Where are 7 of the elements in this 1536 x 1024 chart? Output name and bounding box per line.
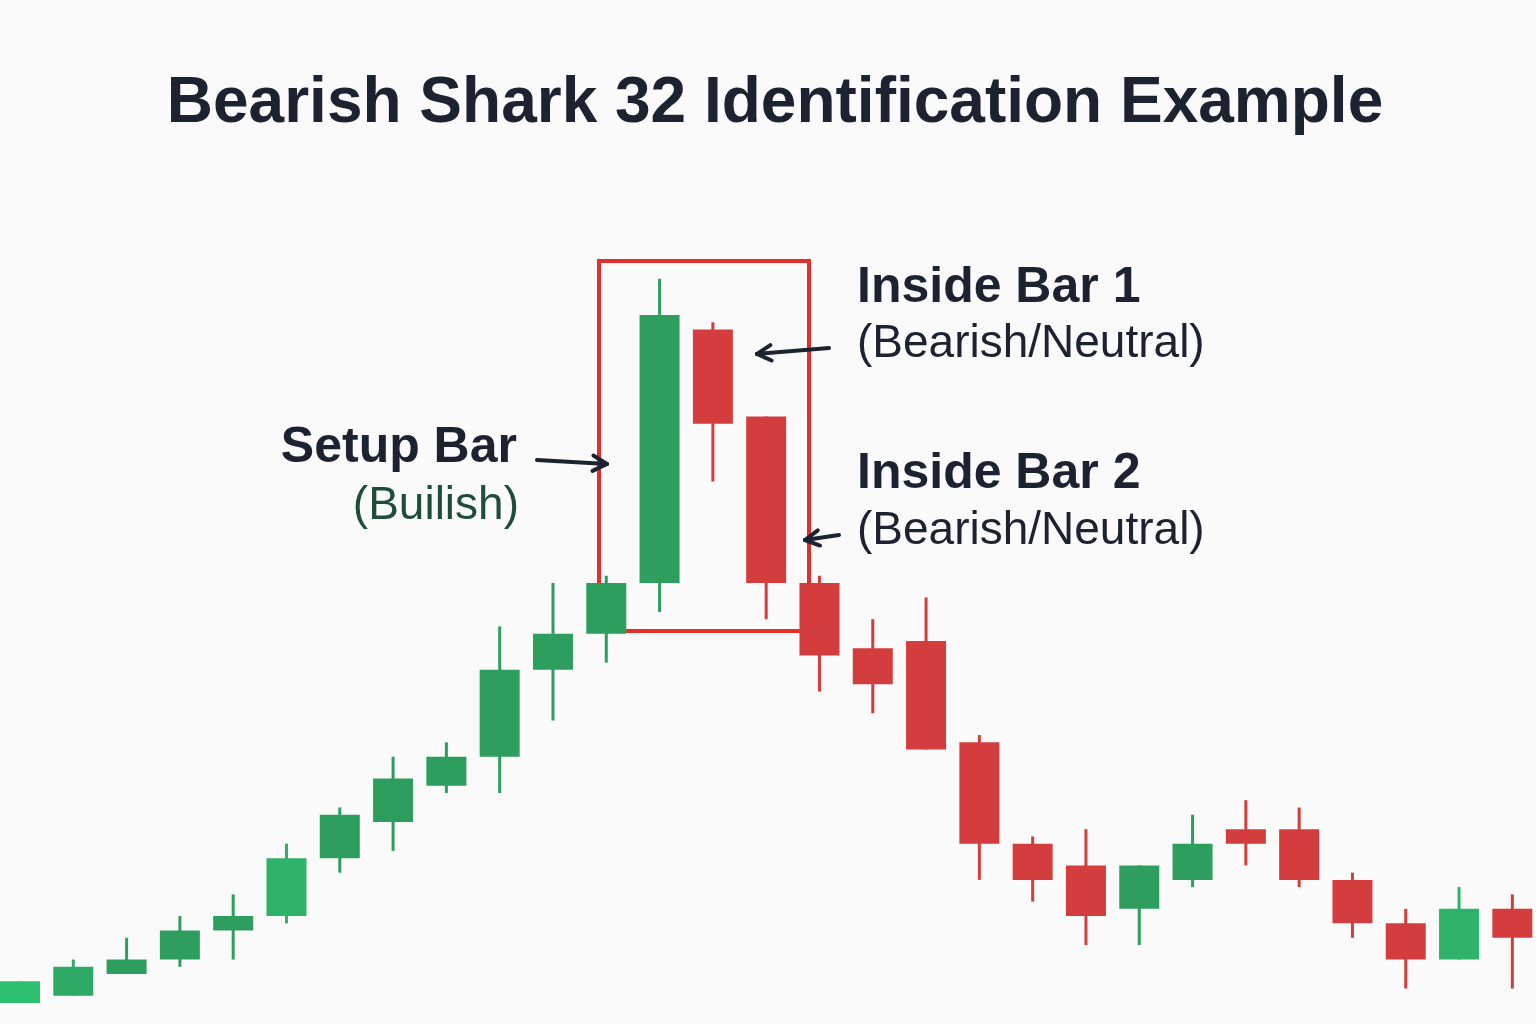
annotation: Inside Bar 1	[857, 257, 1141, 313]
annotation: (Bearish/Neutral)	[857, 502, 1205, 554]
annotation: Inside Bar 2	[857, 443, 1141, 499]
annotation: (Builish)	[352, 477, 519, 529]
annotation: Setup Bar	[280, 417, 517, 473]
chart-title: Bearish Shark 32 Identification Example	[166, 64, 1384, 136]
annotation: (Bearish/Neutral)	[857, 315, 1205, 367]
